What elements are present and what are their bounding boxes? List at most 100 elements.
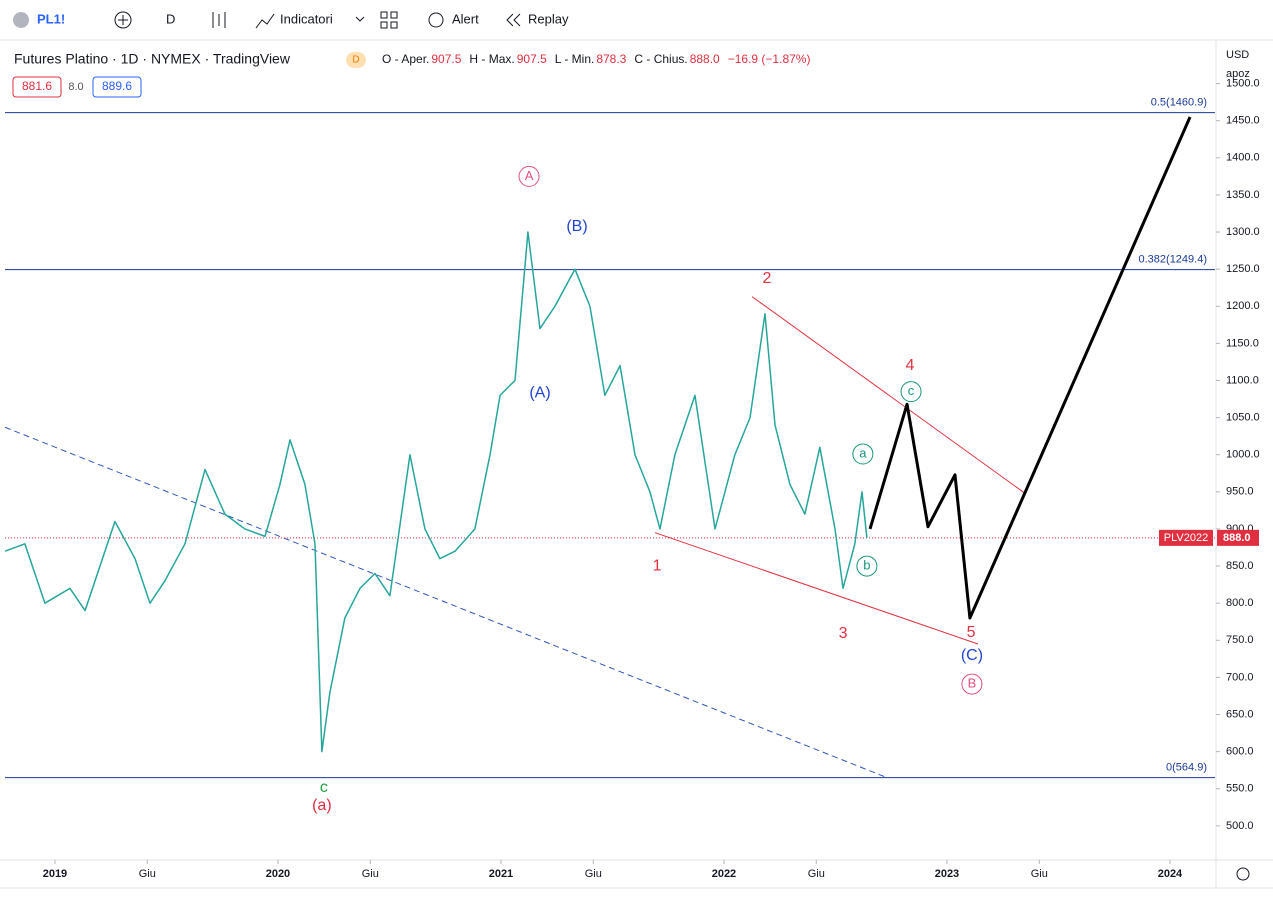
replay[interactable]: Replay xyxy=(528,11,569,26)
spread: 8.0 xyxy=(68,81,83,93)
alert[interactable]: Alert xyxy=(452,11,479,26)
alert-icon xyxy=(428,12,444,28)
y-tick-label: 1000.0 xyxy=(1226,449,1260,461)
ohlc-label: L - Min. xyxy=(555,52,595,66)
wave-label: 4 xyxy=(905,357,914,374)
wave-circle xyxy=(856,555,878,577)
wave-label: 2 xyxy=(763,270,772,287)
add-plus xyxy=(118,15,128,25)
y-tick-label: 1100.0 xyxy=(1226,374,1259,386)
y-tick-label: 1150.0 xyxy=(1226,337,1259,349)
y-tick-label: 500.0 xyxy=(1226,820,1254,832)
y-tick-label: 1400.0 xyxy=(1226,152,1260,164)
x-tick-label: Giu xyxy=(808,868,825,880)
x-tick-label: 2021 xyxy=(489,868,513,880)
x-tick-label: 2020 xyxy=(266,868,290,880)
y-tick-label: 1450.0 xyxy=(1226,115,1260,127)
badge-bg xyxy=(346,52,366,68)
y-tick-label: 1350.0 xyxy=(1226,189,1260,201)
y-tick-label: 1300.0 xyxy=(1226,226,1260,238)
price-line xyxy=(4,231,868,753)
ask-box[interactable] xyxy=(92,76,142,98)
y-tick-label: 550.0 xyxy=(1226,783,1254,795)
y-tick-label: 850.0 xyxy=(1226,560,1254,572)
ohlc-value: 888.0 xyxy=(690,52,720,66)
symbol[interactable]: PL1! xyxy=(37,11,65,26)
y-tick-label: 1250.0 xyxy=(1226,263,1260,275)
trendline xyxy=(751,296,1026,494)
price-line xyxy=(868,116,1192,620)
y-tick-label: 600.0 xyxy=(1226,746,1254,758)
badge: D xyxy=(352,55,359,66)
indicators[interactable]: Indicatori xyxy=(280,11,333,26)
replay-icon xyxy=(506,13,521,27)
settings-icon[interactable] xyxy=(1236,867,1250,881)
dropdown[interactable] xyxy=(355,16,365,22)
toolbar xyxy=(0,0,1273,40)
wave-label: c xyxy=(320,779,328,796)
add-icon[interactable] xyxy=(114,11,132,29)
legend-title: Futures Platino · 1D · NYMEX · TradingVi… xyxy=(14,51,291,67)
y-tick-label: 1050.0 xyxy=(1226,412,1260,424)
wave-circle xyxy=(518,165,540,187)
unit[interactable]: apoz xyxy=(1226,68,1250,80)
wave-label: 5 xyxy=(967,624,976,641)
bid: 881.6 xyxy=(22,79,52,93)
y-tick-label: 950.0 xyxy=(1226,486,1254,498)
bid-box[interactable] xyxy=(12,76,62,98)
bars-icon[interactable] xyxy=(212,12,226,28)
fib-label: 0.5(1460.9) xyxy=(1151,97,1207,109)
ohlc-label: C - Chius. xyxy=(634,52,687,66)
y-tick-label: 1200.0 xyxy=(1226,300,1260,312)
last-price-tag: PLV2022 xyxy=(1164,532,1208,544)
ohlc-label: H - Max. xyxy=(469,52,514,66)
ohlc: O - Aper. 907.5 H - Max. 907.5 L - Min. 878.3… xyxy=(382,52,810,66)
wave-circle xyxy=(900,381,922,403)
wave-label: A xyxy=(525,168,534,183)
x-tick-label: Giu xyxy=(585,868,602,880)
symbol-icon xyxy=(13,12,29,28)
interval[interactable]: D xyxy=(166,11,175,26)
wave-label: c xyxy=(908,383,915,398)
wave-label: (C) xyxy=(961,647,983,664)
ask: 889.6 xyxy=(102,79,132,93)
layout-icon[interactable] xyxy=(380,11,398,29)
y-tick-label: 650.0 xyxy=(1226,708,1254,720)
indicators-icon xyxy=(255,13,275,29)
x-tick-label: Giu xyxy=(139,868,156,880)
x-tick-label: 2024 xyxy=(1158,868,1183,880)
x-tick-label: 2022 xyxy=(712,868,736,880)
ohlc-value: 907.5 xyxy=(431,52,461,66)
wave-label: (a) xyxy=(312,797,332,814)
last-price-label: 888.0 xyxy=(1223,532,1251,544)
wave-label: (B) xyxy=(566,218,587,235)
ohlc-label: O - Aper. xyxy=(382,52,429,66)
wave-label: 1 xyxy=(653,557,662,574)
wave-label: (A) xyxy=(529,384,550,401)
trendline xyxy=(654,532,979,645)
wave-label: b xyxy=(863,558,870,573)
ohlc-value: 907.5 xyxy=(517,52,547,66)
y-tick-label: 700.0 xyxy=(1226,671,1254,683)
ohlc-change: −16.9 (−1.87%) xyxy=(728,52,811,66)
x-tick-label: 2023 xyxy=(935,868,959,880)
currency[interactable]: USD xyxy=(1226,49,1249,61)
trendline xyxy=(4,426,888,779)
wave-circle xyxy=(852,443,874,465)
y-tick-label: 1500.0 xyxy=(1226,78,1260,90)
fib-label: 0(564.9) xyxy=(1166,762,1207,774)
x-tick-label: 2019 xyxy=(43,868,67,880)
wave-circle xyxy=(961,673,983,695)
x-tick-label: Giu xyxy=(362,868,379,880)
y-tick-label: 800.0 xyxy=(1226,597,1254,609)
y-tick-label: 750.0 xyxy=(1226,634,1254,646)
wave-label: a xyxy=(859,445,867,460)
wave-label: 3 xyxy=(839,625,848,642)
last-price-box xyxy=(1217,529,1259,546)
wave-label: B xyxy=(968,676,977,691)
x-tick-label: Giu xyxy=(1031,868,1048,880)
last-price-tag-bg xyxy=(1159,529,1213,546)
fib-label: 0.382(1249.4) xyxy=(1139,254,1208,266)
